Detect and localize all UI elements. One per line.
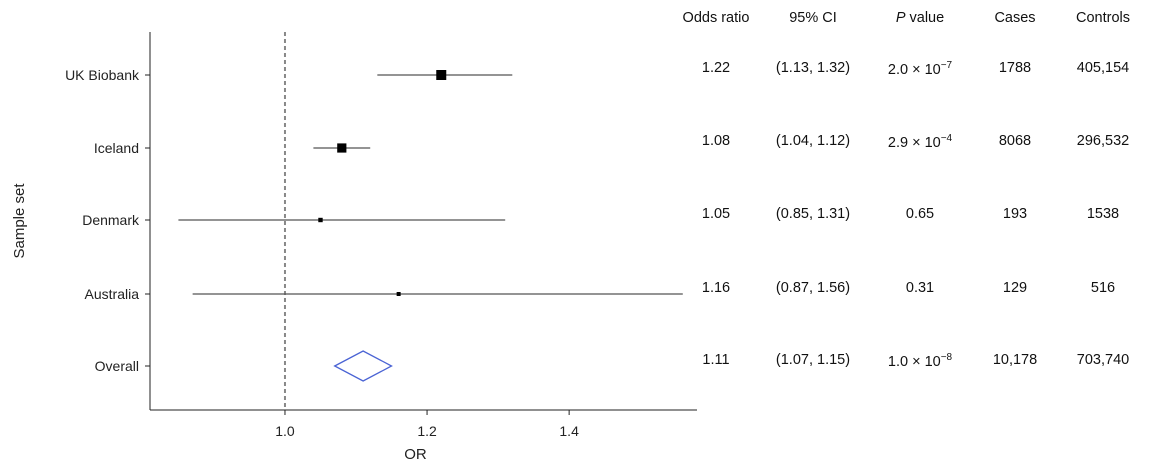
cell-cases: 10,178: [992, 352, 1038, 368]
cell-cases: 1788: [998, 60, 1032, 76]
p-value-exponent: −4: [940, 133, 953, 144]
cell-controls: 703,740: [1076, 352, 1130, 368]
cell-cases: 193: [1002, 206, 1028, 222]
cell-p-value: 2.0 × 10−7: [870, 60, 970, 78]
cell-controls: 405,154: [1076, 60, 1130, 76]
header-ci: 95% CI: [789, 10, 837, 26]
cell-odds-ratio: 1.05: [701, 206, 731, 222]
point-estimate: [318, 217, 323, 223]
cell-p-value: 2.9 × 10−4: [870, 133, 970, 151]
y-tick-label: Australia: [85, 286, 140, 302]
cell-cases: 8068: [998, 133, 1032, 149]
cell-cases: 129: [1002, 280, 1028, 296]
cell-p-value: 0.31: [870, 280, 970, 296]
cell-ci: (1.13, 1.32): [775, 60, 851, 76]
y-tick-label: Overall: [95, 358, 139, 374]
cell-odds-ratio: 1.11: [702, 352, 730, 368]
header-p-italic: P: [895, 10, 906, 26]
y-axis-title: Sample set: [11, 183, 28, 259]
p-value-base: 0.31: [905, 280, 935, 296]
y-tick-label: Iceland: [94, 140, 139, 156]
header-controls: Controls: [1076, 10, 1130, 26]
cell-ci: (1.07, 1.15): [775, 352, 851, 368]
summary-diamond: [333, 350, 393, 382]
y-tick-label: UK Biobank: [65, 67, 140, 83]
cell-ci: (1.04, 1.12): [775, 133, 851, 149]
point-estimate: [436, 70, 447, 80]
cell-controls: 516: [1090, 280, 1116, 296]
y-tick-label: Denmark: [82, 212, 140, 228]
x-tick-label: 1.2: [417, 423, 437, 439]
x-tick-label: 1.0: [275, 423, 295, 439]
cell-controls: 296,532: [1076, 133, 1130, 149]
point-estimate: [337, 143, 347, 153]
header-cases: Cases: [994, 10, 1036, 26]
forest-plot: 1.0 1.2 1.4 OR Sample set UK Biobank Iceland De…: [11, 32, 697, 463]
p-value-base: 2.9 × 10: [887, 134, 941, 151]
header-p-value: P value: [870, 10, 970, 26]
cell-ci: (0.87, 1.56): [775, 280, 851, 296]
cell-ci: (0.85, 1.31): [775, 206, 851, 222]
header-p-rest: value: [905, 10, 945, 26]
x-tick-label: 1.4: [559, 423, 579, 439]
p-value-exponent: −7: [940, 60, 953, 71]
cell-p-value: 0.65: [870, 206, 970, 222]
x-axis-title: OR: [404, 446, 427, 463]
cell-controls: 1538: [1086, 206, 1120, 222]
cell-p-value: 1.0 × 10−8: [870, 352, 970, 370]
p-value-base: 2.0 × 10: [887, 61, 941, 78]
cell-odds-ratio: 1.22: [701, 60, 731, 76]
cell-odds-ratio: 1.16: [701, 280, 731, 296]
cell-odds-ratio: 1.08: [701, 133, 731, 149]
p-value-base: 0.65: [905, 206, 935, 222]
header-odds-ratio: Odds ratio: [682, 10, 750, 26]
point-estimate: [396, 292, 401, 296]
p-value-exponent: −8: [940, 352, 953, 363]
p-value-base: 1.0 × 10: [887, 353, 941, 370]
